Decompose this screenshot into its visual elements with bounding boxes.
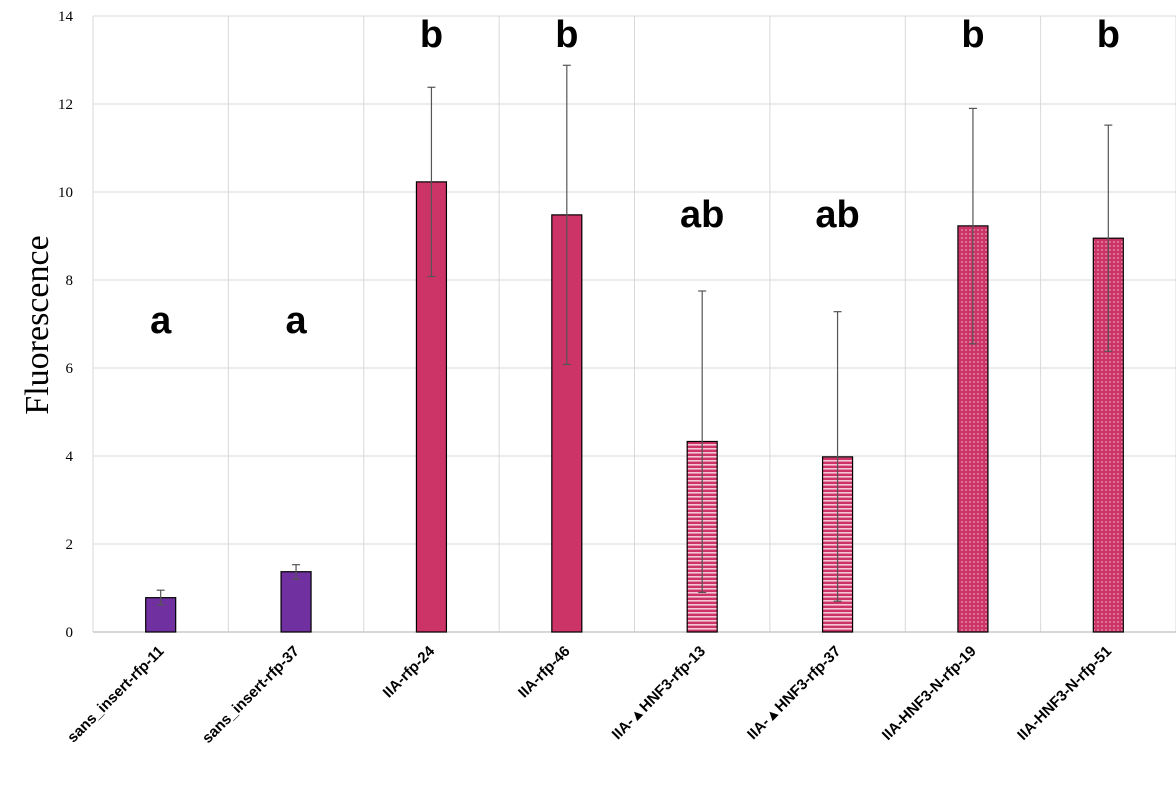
significance-label: a (285, 300, 307, 342)
x-tick-label: sans_insert-rfp-37 (199, 643, 303, 747)
x-tick-label: IIA-rfp-46 (515, 643, 574, 702)
y-axis-ticks: 0 2 4 6 8 10 12 14 (58, 9, 74, 641)
x-tick-label: IIA-▲HNF3-rfp-13 (609, 643, 709, 743)
significance-label: ab (815, 194, 859, 236)
error-bars (156, 64, 1113, 606)
significance-label: b (961, 14, 984, 56)
gridlines (92, 15, 1176, 633)
y-tick-label: 4 (66, 449, 74, 465)
x-tick-label: sans_insert-rfp-11 (64, 643, 167, 746)
significance-labels: a ab bab abb b (150, 14, 1120, 342)
x-tick-label: IIA-▲HNF3-rfp-37 (744, 643, 844, 743)
x-axis-ticks: sans_insert-rfp-11 sans_insert-rfp-37 IIA-… (64, 642, 1115, 746)
y-tick-label: 14 (58, 9, 74, 25)
significance-label: ab (680, 194, 724, 236)
significance-label: b (1097, 14, 1120, 56)
y-tick-label: 2 (66, 537, 74, 553)
y-tick-label: 8 (66, 273, 74, 289)
significance-label: b (420, 14, 443, 56)
y-tick-label: 10 (58, 185, 73, 201)
bar (280, 571, 312, 633)
y-tick-label: 6 (66, 361, 74, 377)
y-tick-label: 0 (66, 625, 74, 641)
significance-label: a (150, 300, 172, 342)
x-tick-label: IIA-rfp-24 (380, 642, 439, 701)
x-tick-label: IIA-HNF3-N-rfp-51 (1014, 643, 1115, 744)
bars (145, 181, 1124, 633)
significance-label: b (555, 14, 578, 56)
y-tick-label: 12 (58, 97, 73, 113)
x-tick-label: IIA-HNF3-N-rfp-19 (879, 643, 980, 744)
y-axis-label: Fluorescence (19, 235, 56, 414)
